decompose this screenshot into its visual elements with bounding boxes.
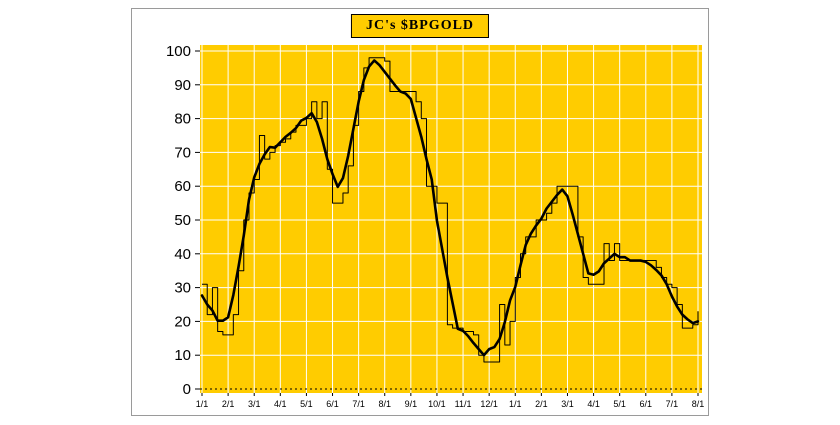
- chart-svg: 0 10 20 30 40 50 60 70 80 90 100 1/1 2/1 3/1 4/1 5/1 6/1…: [166, 43, 705, 409]
- y-tick-label: 0: [183, 381, 191, 398]
- y-tick-label: 50: [174, 212, 191, 229]
- x-tick-label: 6/1: [640, 399, 653, 409]
- chart-title: JC's $BPGOLD: [365, 18, 475, 33]
- y-tick-label: 60: [174, 178, 191, 195]
- x-tick-label: 12/1: [480, 399, 498, 409]
- y-tick-label: 90: [174, 77, 191, 94]
- x-tick-label: 5/1: [613, 399, 626, 409]
- x-tick-label: 7/1: [352, 399, 365, 409]
- x-tick-label: 3/1: [561, 399, 574, 409]
- x-tick-label: 1/1: [196, 399, 209, 409]
- x-tick-label: 6/1: [326, 399, 339, 409]
- x-tick-label: 3/1: [248, 399, 261, 409]
- x-tick-label: 9/1: [405, 399, 418, 409]
- x-tick-label: 4/1: [274, 399, 287, 409]
- x-tick-label: 2/1: [222, 399, 235, 409]
- series-smoothed-trend: [200, 59, 700, 357]
- y-tick-label: 20: [174, 313, 191, 330]
- y-tick-label: 100: [166, 43, 191, 60]
- x-tick-label: 11/1: [455, 399, 472, 409]
- y-tick-label: 80: [174, 111, 191, 128]
- x-tick-label: 4/1: [587, 399, 600, 409]
- y-tick-label: 10: [174, 347, 191, 364]
- y-tick-label: 70: [174, 144, 191, 161]
- x-tick-label: 1/1: [509, 399, 522, 409]
- x-tick-label: 2/1: [535, 399, 548, 409]
- chart-title-box: JC's $BPGOLD: [350, 14, 490, 38]
- plot-area: [200, 45, 702, 393]
- x-tick-label: 8/1: [692, 399, 705, 409]
- x-tick-label: 8/1: [378, 399, 391, 409]
- x-tick-label: 5/1: [300, 399, 313, 409]
- x-tick-label: 7/1: [666, 399, 679, 409]
- y-tick-label: 30: [174, 280, 191, 297]
- y-tick-label: 40: [174, 246, 191, 263]
- chart-card: JC's $BPGOLD 0 10 20 30 40 50 60 70 80 90 100 1/1 2/…: [131, 8, 709, 416]
- x-tick-label: 10/1: [428, 399, 446, 409]
